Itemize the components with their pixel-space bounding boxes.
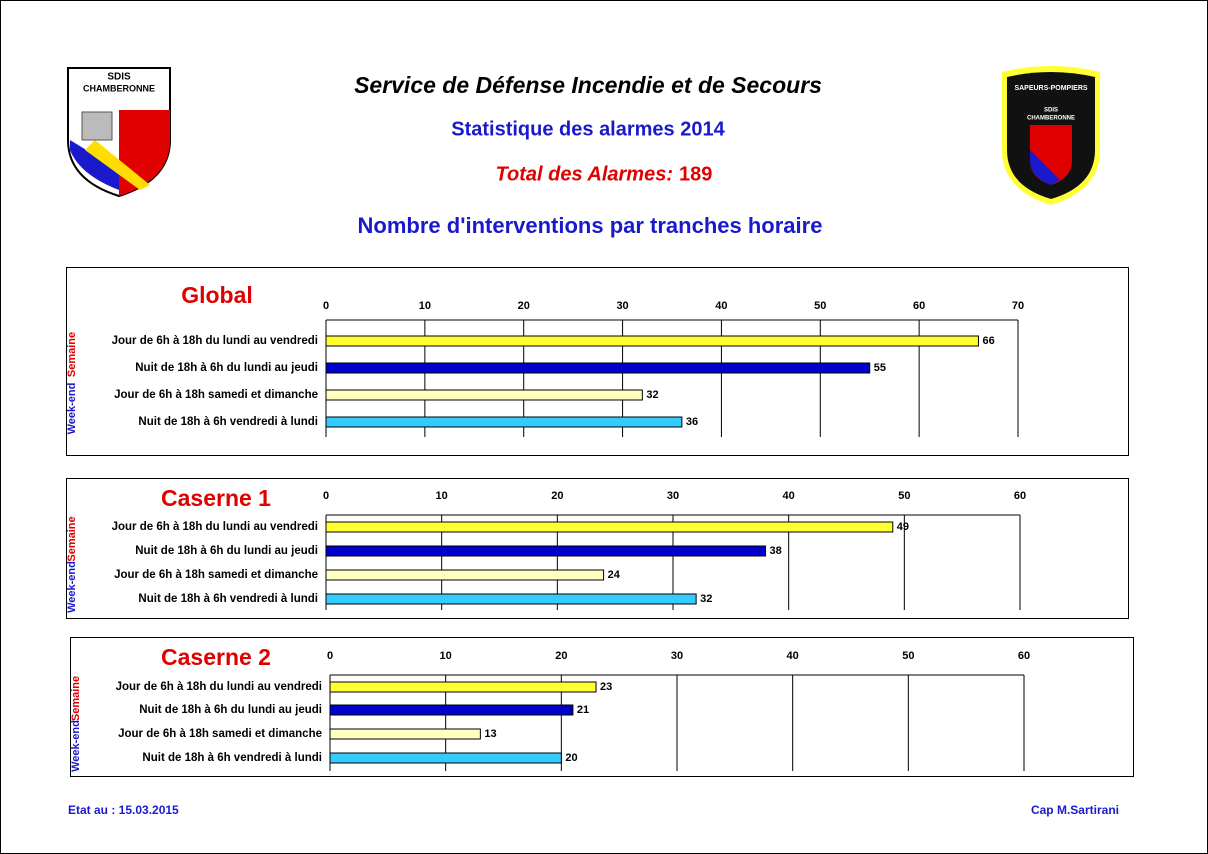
category-label: Nuit de 18h à 6h vendredi à lundi <box>138 593 318 605</box>
category-label: Jour de 6h à 18h du lundi au vendredi <box>116 681 322 693</box>
group-label: Semaine <box>66 332 78 377</box>
value-label: 13 <box>484 728 496 740</box>
bar <box>325 416 683 428</box>
bar <box>329 728 481 740</box>
x-tick-label: 20 <box>518 300 530 312</box>
x-tick-label: 60 <box>913 300 925 312</box>
chart-title: Caserne 1 <box>161 485 271 511</box>
x-tick-label: 0 <box>323 300 329 312</box>
group-label: Week-end <box>66 561 78 613</box>
x-tick-label: 20 <box>551 490 563 502</box>
bar <box>325 389 643 401</box>
group-label: Semaine <box>66 516 78 561</box>
category-label: Jour de 6h à 18h du lundi au vendredi <box>112 521 318 533</box>
bar <box>329 681 597 693</box>
value-label: 21 <box>577 704 589 716</box>
category-label: Nuit de 18h à 6h vendredi à lundi <box>138 416 318 428</box>
badge-text: SDIS <box>1044 108 1058 114</box>
group-label: Week-end <box>66 383 78 435</box>
bar <box>325 593 697 605</box>
value-label: 20 <box>565 752 577 764</box>
x-tick-label: 40 <box>787 650 799 662</box>
x-tick-label: 20 <box>555 650 567 662</box>
x-tick-label: 0 <box>327 650 333 662</box>
x-tick-label: 40 <box>783 490 795 502</box>
x-tick-label: 50 <box>902 650 914 662</box>
category-label: Nuit de 18h à 6h du lundi au jeudi <box>135 545 318 557</box>
chart-title: Caserne 2 <box>161 644 271 670</box>
badge-text: CHAMBERONNE <box>1027 116 1075 122</box>
group-label: Week-end <box>70 720 82 772</box>
x-tick-label: 40 <box>715 300 727 312</box>
value-label: 23 <box>600 681 612 693</box>
bar <box>325 335 979 347</box>
x-tick-label: 0 <box>323 490 329 502</box>
logo-text: CHAMBERONNE <box>83 83 155 93</box>
category-label: Jour de 6h à 18h samedi et dimanche <box>114 569 318 581</box>
badge-text: SAPEURS-POMPIERS <box>1014 85 1087 92</box>
category-label: Jour de 6h à 18h samedi et dimanche <box>114 389 318 401</box>
x-tick-label: 70 <box>1012 300 1024 312</box>
chart-title: Global <box>181 282 253 308</box>
chart-frame <box>70 637 1134 777</box>
bar <box>325 545 767 557</box>
chart: Global 0 10 20 30 40 50 60 70 Semaine Week-end Jour… <box>66 267 1129 456</box>
value-label: 32 <box>700 593 712 605</box>
footer-author: Cap M.Sartirani <box>1031 803 1119 817</box>
footer-date: Etat au : 15.03.2015 <box>68 803 179 817</box>
logo-church <box>81 111 113 141</box>
logo-left: SDIS CHAMBERONNE <box>67 67 171 198</box>
logo-text: SDIS <box>107 72 131 83</box>
page-subtitle: Statistique des alarmes 2014 <box>451 118 725 140</box>
bar <box>325 521 894 533</box>
x-tick-label: 10 <box>419 300 431 312</box>
logo-yellow <box>85 140 150 190</box>
total-value: 189 <box>679 163 712 185</box>
value-label: 38 <box>770 545 782 557</box>
category-label: Nuit de 18h à 6h du lundi au jeudi <box>135 362 318 374</box>
x-tick-label: 50 <box>814 300 826 312</box>
x-tick-label: 60 <box>1018 650 1030 662</box>
total-label: Total des Alarmes: <box>496 163 673 185</box>
bar <box>325 569 605 581</box>
x-tick-label: 30 <box>667 490 679 502</box>
group-label: Semaine <box>70 676 82 721</box>
value-label: 36 <box>686 416 698 428</box>
x-tick-label: 30 <box>671 650 683 662</box>
category-label: Nuit de 18h à 6h vendredi à lundi <box>142 752 322 764</box>
bar <box>325 362 871 374</box>
category-label: Jour de 6h à 18h samedi et dimanche <box>118 728 322 740</box>
logo-blue <box>70 140 119 190</box>
x-tick-label: 50 <box>898 490 910 502</box>
x-tick-label: 10 <box>440 650 452 662</box>
category-label: Jour de 6h à 18h du lundi au vendredi <box>112 335 318 347</box>
value-label: 66 <box>982 335 994 347</box>
page-title: Service de Défense Incendie et de Secour… <box>354 72 822 98</box>
x-tick-label: 60 <box>1014 490 1026 502</box>
x-tick-label: 30 <box>616 300 628 312</box>
logo-right: SAPEURS-POMPIERS SDIS CHAMBERONNE <box>1002 66 1100 205</box>
x-tick-label: 10 <box>436 490 448 502</box>
value-label: 55 <box>874 362 886 374</box>
bar <box>329 752 562 764</box>
value-label: 32 <box>646 389 658 401</box>
bar <box>329 704 574 716</box>
badge-blue <box>1030 150 1060 185</box>
section-heading: Nombre d'interventions par tranches hora… <box>358 213 823 238</box>
category-label: Nuit de 18h à 6h du lundi au jeudi <box>139 704 322 716</box>
value-label: 24 <box>608 569 621 581</box>
value-label: 49 <box>897 521 909 533</box>
